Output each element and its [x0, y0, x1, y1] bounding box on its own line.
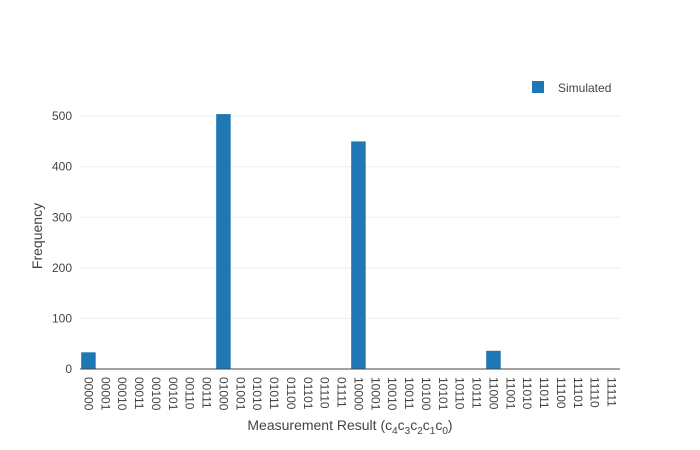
gridlines — [80, 115, 620, 319]
x-tick-label: 10000 — [351, 377, 365, 411]
bar-01000[interactable] — [216, 114, 231, 369]
x-tick-label: 11011 — [537, 377, 551, 409]
x-tick-label: 01111 — [335, 377, 349, 408]
x-axis-title: Measurement Result (c4c3c2c1c0) — [247, 417, 452, 437]
legend-label-simulated: Simulated — [558, 81, 611, 95]
x-tick-label: 10101 — [436, 377, 450, 411]
x-tick-label: 00000 — [81, 377, 95, 411]
x-tick-label: 01011 — [267, 377, 281, 410]
x-tick-label: 11001 — [503, 377, 517, 410]
y-axis: 0 100 200 300 400 500 — [52, 109, 72, 376]
x-tick-label: 00101 — [166, 377, 180, 411]
x-tick-label: 11111 — [605, 377, 619, 407]
x-tick-label: 00011 — [132, 377, 146, 410]
bar-11000[interactable] — [486, 350, 501, 369]
x-tick-label: 01101 — [301, 377, 315, 410]
x-axis: 00000 00001 00010 00011 00100 00101 00110 00111… — [81, 377, 618, 411]
x-tick-label: 10111 — [470, 377, 484, 409]
x-tick-label: 10001 — [368, 377, 382, 411]
y-tick-label: 400 — [52, 160, 72, 174]
y-axis-title: Frequency — [29, 203, 45, 269]
x-tick-label: 00001 — [98, 377, 112, 411]
y-tick-label: 0 — [65, 362, 72, 376]
x-tick-label: 00100 — [149, 377, 163, 411]
y-tick-label: 100 — [52, 311, 72, 325]
x-tick-label: 10011 — [402, 377, 416, 410]
bar-00000[interactable] — [81, 352, 96, 369]
x-tick-label: 01001 — [233, 377, 247, 411]
x-tick-label: 00111 — [200, 377, 214, 409]
x-tick-label: 10100 — [419, 377, 433, 411]
y-tick-label: 300 — [52, 210, 72, 224]
x-tick-label: 10010 — [385, 377, 399, 411]
y-tick-label: 200 — [52, 261, 72, 275]
x-tick-label: 11010 — [520, 377, 534, 410]
legend-swatch-simulated — [532, 81, 544, 93]
y-tick-label: 500 — [52, 109, 72, 123]
x-tick-label: 11101 — [571, 377, 585, 409]
x-tick-label: 11110 — [588, 377, 602, 408]
x-tick-label: 01000 — [216, 377, 230, 411]
x-tick-label: 01010 — [250, 377, 264, 411]
x-tick-label: 01100 — [284, 377, 298, 410]
legend[interactable]: Simulated — [532, 81, 611, 95]
x-tick-label: 10110 — [453, 377, 467, 410]
x-tick-label: 11100 — [554, 377, 568, 409]
bars — [81, 114, 501, 369]
x-tick-label: 00110 — [183, 377, 197, 410]
bar-10000[interactable] — [351, 141, 366, 369]
x-tick-label: 00010 — [115, 377, 129, 411]
x-tick-label: 01110 — [318, 377, 332, 409]
x-tick-label: 11000 — [486, 377, 500, 410]
